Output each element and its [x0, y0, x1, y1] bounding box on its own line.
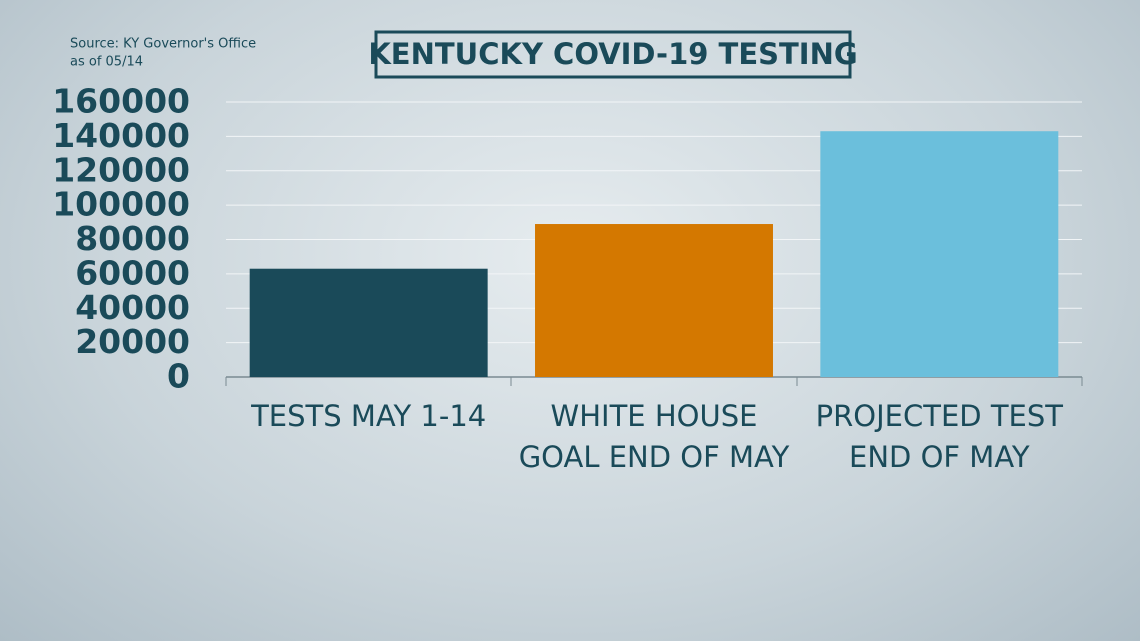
- y-tick-label: 80000: [75, 219, 190, 258]
- y-tick-label: 60000: [75, 253, 190, 292]
- x-tick-label: TESTS MAY 1-14: [251, 399, 487, 433]
- subtitle: as of 05/14: [70, 55, 143, 70]
- y-tick-label: 40000: [75, 288, 190, 327]
- y-tick-label: 120000: [52, 150, 190, 189]
- y-tick-label: 100000: [52, 185, 190, 224]
- x-tick-label: WHITE HOUSE GOAL END OF MAY: [518, 399, 790, 474]
- bar: [820, 131, 1059, 377]
- bar: [535, 224, 773, 377]
- title-box: [374, 30, 852, 79]
- y-tick-label: 20000: [75, 322, 190, 361]
- source-note: Source: KY Governor's Office: [70, 37, 256, 52]
- x-tick-label: PROJECTED TEST END OF MAY: [815, 399, 1063, 474]
- y-tick-label: 140000: [52, 116, 190, 155]
- y-tick-label: 160000: [52, 82, 190, 121]
- bar: [249, 268, 488, 377]
- y-tick-label: 0: [167, 357, 190, 396]
- chart-title: KENTUCKY COVID-19 TESTING: [368, 37, 857, 71]
